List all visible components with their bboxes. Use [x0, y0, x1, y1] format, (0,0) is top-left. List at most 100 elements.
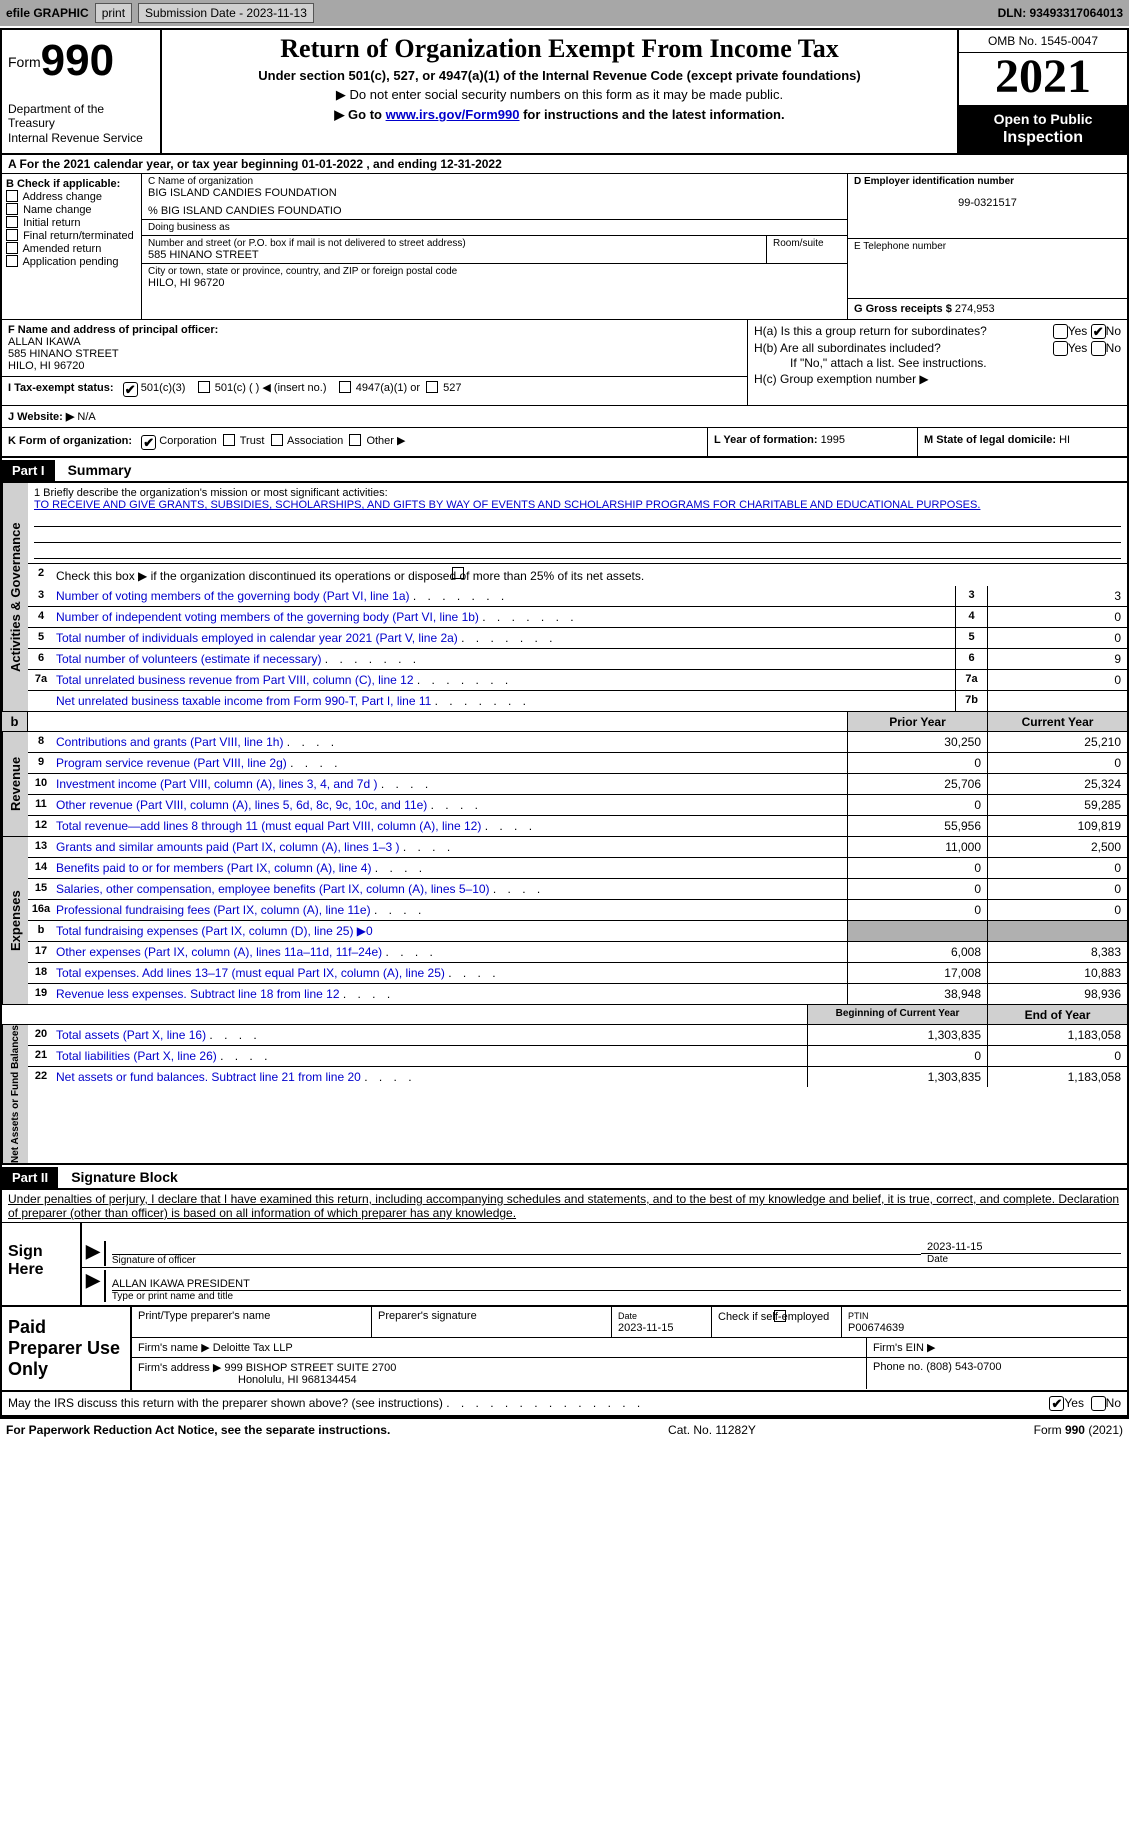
care-of: % BIG ISLAND CANDIES FOUNDATIO [148, 205, 841, 217]
b-marker: b [2, 712, 28, 731]
col-b-checkboxes: B Check if applicable: Address change Na… [2, 174, 142, 319]
summary-line: 12 Total revenue—add lines 8 through 11 … [28, 815, 1127, 836]
summary-line: 10 Investment income (Part VIII, column … [28, 773, 1127, 794]
side-tab-revenue: Revenue [2, 732, 28, 836]
part-ii-header: Part II Signature Block [2, 1165, 1127, 1190]
mission-text: TO RECEIVE AND GIVE GRANTS, SUBSIDIES, S… [34, 499, 1121, 511]
firm-phone: (808) 543-0700 [926, 1361, 1001, 1373]
city-state-zip: HILO, HI 96720 [148, 277, 841, 289]
chk-527[interactable] [426, 381, 438, 393]
hdr-current-year: Current Year [987, 712, 1127, 731]
summary-line: 20 Total assets (Part X, line 16) . . . … [28, 1025, 1127, 1045]
section-f-h: F Name and address of principal officer:… [2, 320, 1127, 406]
chk-amended-return[interactable] [6, 242, 18, 254]
chk-discontinued[interactable] [452, 567, 464, 579]
summary-line: 4 Number of independent voting members o… [28, 606, 1127, 627]
officer-street: 585 HINANO STREET [8, 348, 741, 360]
discuss-yes[interactable]: ✔ [1049, 1396, 1064, 1411]
chk-final-return[interactable] [6, 229, 18, 241]
activities-governance-block: Activities & Governance 1 Briefly descri… [2, 483, 1127, 712]
net-assets-block: Net Assets or Fund Balances 20 Total ass… [2, 1025, 1127, 1165]
chk-self-employed[interactable] [774, 1310, 786, 1322]
discuss-row: May the IRS discuss this return with the… [2, 1392, 1127, 1417]
hb-no[interactable] [1091, 341, 1106, 356]
open-to-public: Open to Public Inspection [959, 105, 1127, 153]
org-name: BIG ISLAND CANDIES FOUNDATION [148, 187, 841, 199]
col-h-group: H(a) Is this a group return for subordin… [747, 320, 1127, 405]
year-columns-header-row: b Prior Year Current Year [2, 712, 1127, 732]
chk-4947a1[interactable] [339, 381, 351, 393]
arrow-icon: ▶ [82, 1241, 104, 1266]
row-a-period: A For the 2021 calendar year, or tax yea… [2, 155, 1127, 174]
sign-here-label: Sign Here [2, 1223, 82, 1305]
part-i-header: Part I Summary [2, 458, 1127, 483]
summary-line: 13 Grants and similar amounts paid (Part… [28, 837, 1127, 857]
form-note-2: ▶ Go to www.irs.gov/Form990 for instruct… [168, 107, 951, 123]
chk-address-change[interactable] [6, 190, 18, 202]
summary-line: 18 Total expenses. Add lines 13–17 (must… [28, 962, 1127, 983]
ha-no[interactable]: ✔ [1091, 324, 1106, 339]
summary-line: 5 Total number of individuals employed i… [28, 627, 1127, 648]
form-title: Return of Organization Exempt From Incom… [168, 34, 951, 64]
summary-line: 21 Total liabilities (Part X, line 26) .… [28, 1045, 1127, 1066]
row-j-website: J Website: ▶ N/A [2, 406, 1127, 428]
print-button[interactable]: print [95, 3, 132, 23]
expenses-block: Expenses 13 Grants and similar amounts p… [2, 837, 1127, 1005]
col-f-officer: F Name and address of principal officer:… [2, 320, 747, 405]
footer-right: Form 990 (2021) [1034, 1423, 1123, 1437]
chk-trust[interactable] [223, 434, 235, 446]
form-word: Form [8, 54, 41, 70]
summary-line: 16a Professional fundraising fees (Part … [28, 899, 1127, 920]
revenue-block: Revenue 8 Contributions and grants (Part… [2, 732, 1127, 837]
summary-line: b Total fundraising expenses (Part IX, c… [28, 920, 1127, 941]
firm-addr1: 999 BISHOP STREET SUITE 2700 [224, 1362, 396, 1374]
signer-name: ALLAN IKAWA PRESIDENT [112, 1270, 1121, 1291]
summary-line: 11 Other revenue (Part VIII, column (A),… [28, 794, 1127, 815]
row-k-l-m: K Form of organization: ✔ Corporation Tr… [2, 428, 1127, 458]
chk-initial-return[interactable] [6, 216, 18, 228]
chk-application-pending[interactable] [6, 255, 18, 267]
summary-line: 8 Contributions and grants (Part VIII, l… [28, 732, 1127, 752]
footer-left: For Paperwork Reduction Act Notice, see … [6, 1423, 390, 1437]
side-tab-expenses: Expenses [2, 837, 28, 1004]
prep-date: 2023-11-15 [618, 1322, 673, 1334]
summary-line: 14 Benefits paid to or for members (Part… [28, 857, 1127, 878]
summary-line: 6 Total number of volunteers (estimate i… [28, 648, 1127, 669]
ha-yes[interactable] [1053, 324, 1068, 339]
row-i-exempt: I Tax-exempt status: ✔ 501(c)(3) 501(c) … [2, 376, 747, 401]
hdr-prior-year: Prior Year [847, 712, 987, 731]
form-note-1: ▶ Do not enter social security numbers o… [168, 87, 951, 103]
summary-line: 3 Number of voting members of the govern… [28, 586, 1127, 606]
summary-line: Net unrelated business taxable income fr… [28, 690, 1127, 711]
chk-501c3[interactable]: ✔ [123, 382, 138, 397]
cat-number: Cat. No. 11282Y [668, 1423, 756, 1437]
hb-yes[interactable] [1053, 341, 1068, 356]
state-domicile: HI [1059, 434, 1070, 446]
ein-value: 99-0321517 [854, 197, 1121, 209]
summary-line: 15 Salaries, other compensation, employe… [28, 878, 1127, 899]
chk-other[interactable] [349, 434, 361, 446]
sign-date: 2023-11-15 [921, 1241, 1121, 1254]
form-subtitle: Under section 501(c), 527, or 4947(a)(1)… [168, 68, 951, 83]
chk-association[interactable] [271, 434, 283, 446]
chk-name-change[interactable] [6, 203, 18, 215]
page-footer: For Paperwork Reduction Act Notice, see … [0, 1419, 1129, 1441]
mission-section: 1 Briefly describe the organization's mi… [28, 483, 1127, 563]
form-outline: Form990 Department of the Treasury Inter… [0, 28, 1129, 1419]
tax-year: 2021 [959, 53, 1127, 105]
submission-date-button[interactable]: Submission Date - 2023-11-13 [138, 3, 314, 23]
efile-label: efile GRAPHIC [6, 6, 89, 20]
summary-line: 22 Net assets or fund balances. Subtract… [28, 1066, 1127, 1087]
form-number: 990 [41, 36, 114, 85]
paid-preparer-label: Paid Preparer Use Only [2, 1307, 132, 1390]
chk-corporation[interactable]: ✔ [141, 435, 156, 450]
chk-501c[interactable] [198, 381, 210, 393]
gross-receipts: 274,953 [955, 303, 995, 315]
officer-name: ALLAN IKAWA [8, 336, 741, 348]
summary-line: 17 Other expenses (Part IX, column (A), … [28, 941, 1127, 962]
discuss-no[interactable] [1091, 1396, 1106, 1411]
side-tab-net-assets: Net Assets or Fund Balances [2, 1025, 28, 1163]
col-c-org-info: C Name of organization BIG ISLAND CANDIE… [142, 174, 847, 319]
header-middle: Return of Organization Exempt From Incom… [162, 30, 957, 153]
irs-link[interactable]: www.irs.gov/Form990 [386, 107, 520, 122]
